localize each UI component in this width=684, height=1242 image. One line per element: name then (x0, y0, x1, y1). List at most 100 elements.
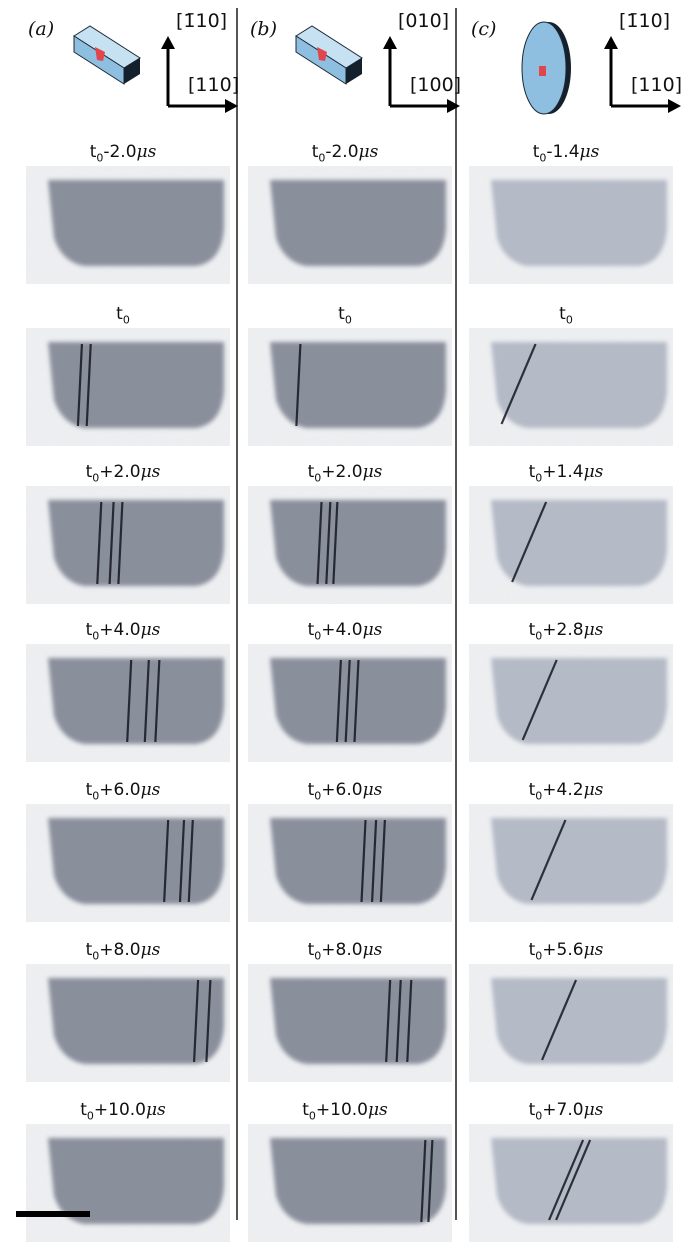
time-subscript: 0 (535, 789, 543, 803)
sample-shadow (48, 180, 224, 266)
sample-shadow (491, 978, 667, 1064)
time-symbol: t (528, 940, 536, 960)
time-unit: μs (140, 940, 161, 960)
direction-label-horizontal: [110] (631, 74, 683, 96)
sample-shadow (270, 818, 446, 904)
slip-line (295, 343, 302, 427)
crystal-orientation-schematic (73, 25, 238, 113)
axis-arrows-icon (388, 46, 452, 108)
frame-time-label: t0-2.0μs (234, 142, 456, 164)
crystal-orientation-schematic (295, 25, 460, 113)
slip-line (163, 819, 170, 903)
time-unit: μs (146, 1100, 166, 1120)
time-offset: +4.2 (542, 780, 584, 800)
sample-shadow (270, 1138, 446, 1224)
direction-label-horizontal: [110] (188, 74, 240, 96)
bar-crystal-icon (73, 25, 141, 85)
slip-line (108, 501, 115, 585)
time-unit: μs (368, 1100, 388, 1120)
time-symbol: t (532, 142, 540, 162)
time-offset: +10.0 (93, 1100, 146, 1120)
xray-frame-image (248, 486, 452, 604)
frame-time-label: t0+5.6μs (455, 940, 677, 962)
time-symbol: t (307, 780, 315, 800)
time-offset: +2.0 (321, 462, 363, 482)
xray-frame-image (469, 166, 673, 284)
slip-line (178, 819, 186, 903)
slip-line (117, 501, 124, 585)
frame-time-label: t0+10.0μs (12, 1100, 234, 1122)
slip-line (316, 501, 323, 585)
xray-frame-image (248, 964, 452, 1082)
axis-arrows-icon (166, 46, 230, 108)
time-subscript: 0 (122, 313, 130, 327)
sample-shadow (270, 342, 446, 428)
time-symbol: t (307, 462, 315, 482)
xray-frame-image (469, 486, 673, 604)
time-subscript: 0 (86, 1109, 94, 1123)
time-subscript: 0 (539, 151, 547, 165)
sample-shadow (270, 978, 446, 1064)
axis-arrows-icon (609, 46, 673, 108)
xray-frame-image (248, 328, 452, 446)
time-subscript: 0 (92, 789, 100, 803)
sample-marker (317, 47, 327, 61)
time-symbol: t (85, 462, 93, 482)
slip-line (344, 659, 351, 743)
slip-line (76, 343, 84, 427)
time-unit: μs (140, 462, 161, 482)
column-divider-2 (455, 8, 457, 1220)
sample-shadow (491, 818, 667, 904)
sample-shadow (491, 500, 667, 586)
sample-shadow (491, 658, 667, 744)
sample-shadow (48, 978, 224, 1064)
time-offset: +2.8 (542, 620, 584, 640)
panel-label: (a) (28, 18, 55, 40)
slip-line (332, 501, 339, 585)
time-subscript: 0 (565, 313, 573, 327)
time-symbol: t (85, 620, 93, 640)
frame-time-label: t0+2.8μs (455, 620, 677, 642)
sample-shadow (48, 342, 224, 428)
time-symbol: t (311, 142, 319, 162)
slip-line (395, 979, 402, 1063)
slip-line (555, 1139, 592, 1221)
frame-time-label: t0+7.0μs (455, 1100, 677, 1122)
panel-column-1: (b) [010] [100] t0-2.0μs t0 t0+2.0μs t0+4.0μs t… (234, 0, 461, 1242)
bar-crystal-icon (295, 25, 363, 85)
time-unit: μs (140, 620, 161, 640)
slip-line (192, 979, 200, 1063)
time-symbol: t (528, 1100, 536, 1120)
sample-shadow (270, 658, 446, 744)
frame-time-label: t0+4.2μs (455, 780, 677, 802)
frame-time-label: t0-2.0μs (12, 142, 234, 164)
slip-line (548, 1139, 585, 1221)
slip-line (500, 343, 537, 425)
time-subscript: 0 (92, 949, 100, 963)
xray-frame-image (248, 644, 452, 762)
frame-time-label: t0 (455, 304, 677, 326)
time-offset: +4.0 (99, 620, 141, 640)
time-offset: +2.0 (99, 462, 141, 482)
time-subscript: 0 (535, 629, 543, 643)
frame-time-label: t0+4.0μs (234, 620, 456, 642)
time-subscript: 0 (314, 949, 322, 963)
time-unit: μs (362, 940, 383, 960)
direction-label-vertical: [1̄10] (176, 10, 228, 32)
frame-time-label: t0+6.0μs (234, 780, 456, 802)
slip-line (530, 819, 567, 901)
time-subscript: 0 (535, 471, 543, 485)
slip-line (353, 659, 360, 743)
panel-column-2: (c) [1̄10] [110] t0-1.4μs t0 t0+1.4μs t0+2.8μs… (455, 0, 682, 1242)
sample-marker (539, 66, 546, 76)
time-offset: +8.0 (321, 940, 363, 960)
slip-line (541, 979, 578, 1061)
time-offset: +6.0 (99, 780, 141, 800)
frame-time-label: t0-1.4μs (455, 142, 677, 164)
time-symbol: t (528, 780, 536, 800)
xray-frame-image (26, 804, 230, 922)
slip-line (420, 1139, 427, 1223)
time-offset: +7.0 (542, 1100, 584, 1120)
time-offset: +4.0 (321, 620, 363, 640)
frame-time-label: t0+8.0μs (234, 940, 456, 962)
